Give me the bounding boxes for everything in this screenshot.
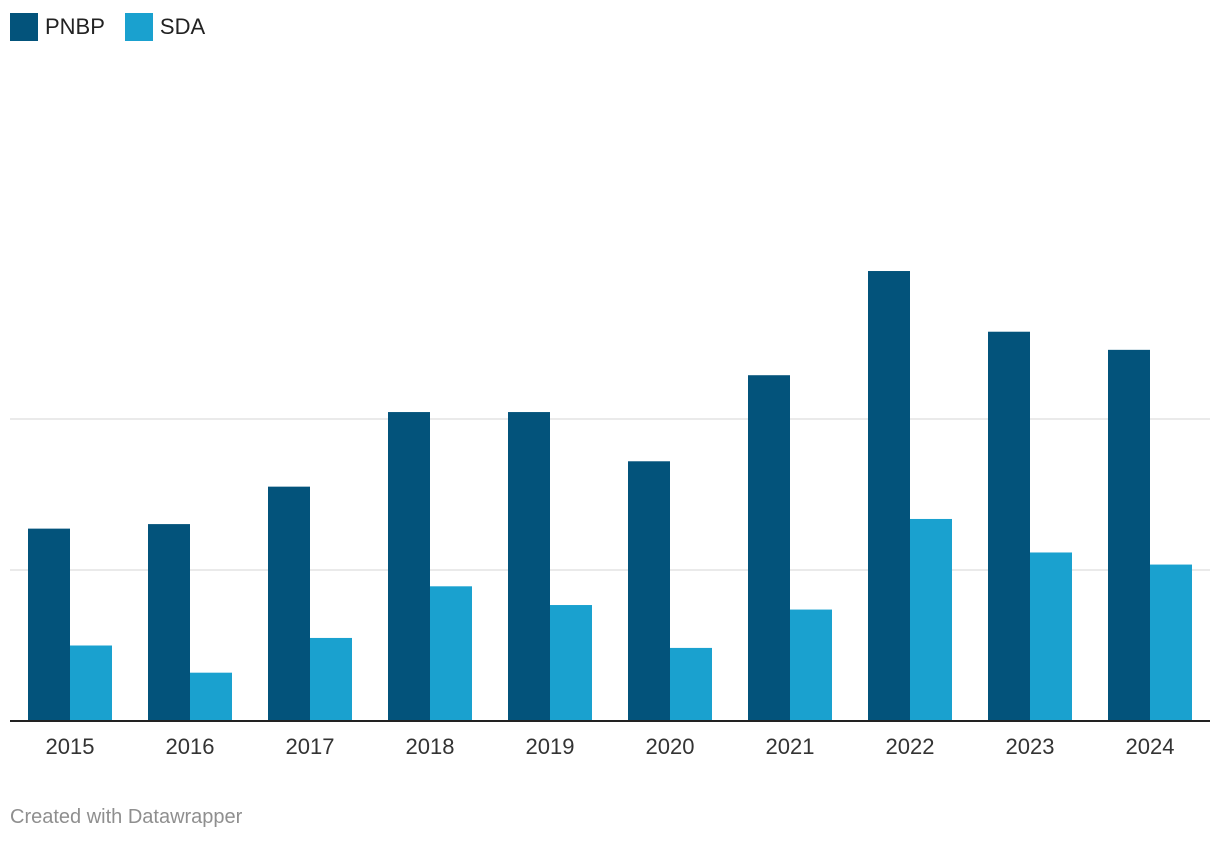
bar-pnbp-2023 [988,331,1030,721]
bar-pnbp-2016 [148,524,190,721]
x-tick-label-2023: 2023 [1006,734,1055,759]
bar-pnbp-2020 [628,461,670,721]
x-tick-label-2022: 2022 [886,734,935,759]
x-tick-label-2017: 2017 [286,734,335,759]
x-axis-tick-labels: 2015 2016 2017 2018 2019 2020 2021 2022 2023 2024 [46,734,1175,759]
bar-sda-2016 [190,672,232,721]
legend-item-pnbp: PNBP [10,13,105,41]
bar-pnbp-2015 [28,528,70,721]
legend-swatch-pnbp [10,13,38,41]
bar-sda-2020 [670,647,712,721]
bar-pnbp-2021 [748,375,790,721]
legend-label-pnbp: PNBP [45,14,105,39]
bar-sda-2019 [550,605,592,721]
bar-pnbp-2024 [1108,349,1150,721]
bar-sda-2024 [1150,564,1192,721]
legend-item-sda: SDA [124,13,206,41]
bar-pnbp-2022 [868,271,910,721]
legend: PNBP SDA [10,12,225,42]
x-tick-label-2016: 2016 [166,734,215,759]
bar-sda-2021 [790,609,832,721]
bar-pnbp-2019 [508,412,550,721]
x-tick-label-2021: 2021 [766,734,815,759]
bar-pnbp-2018 [388,412,430,721]
bars [28,271,1192,721]
bar-sda-2023 [1030,552,1072,721]
bar-sda-2015 [70,645,112,721]
x-tick-label-2019: 2019 [526,734,575,759]
x-tick-label-2015: 2015 [46,734,95,759]
bar-sda-2022 [910,518,952,721]
bar-sda-2017 [310,637,352,721]
legend-label-sda: SDA [159,14,206,39]
credit-text[interactable]: Created with Datawrapper [10,806,243,828]
legend-swatch-sda [124,13,153,41]
bar-sda-2018 [430,586,472,721]
x-tick-label-2020: 2020 [646,734,695,759]
x-tick-label-2024: 2024 [1126,734,1175,759]
x-tick-label-2018: 2018 [406,734,455,759]
bar-pnbp-2017 [268,486,310,721]
